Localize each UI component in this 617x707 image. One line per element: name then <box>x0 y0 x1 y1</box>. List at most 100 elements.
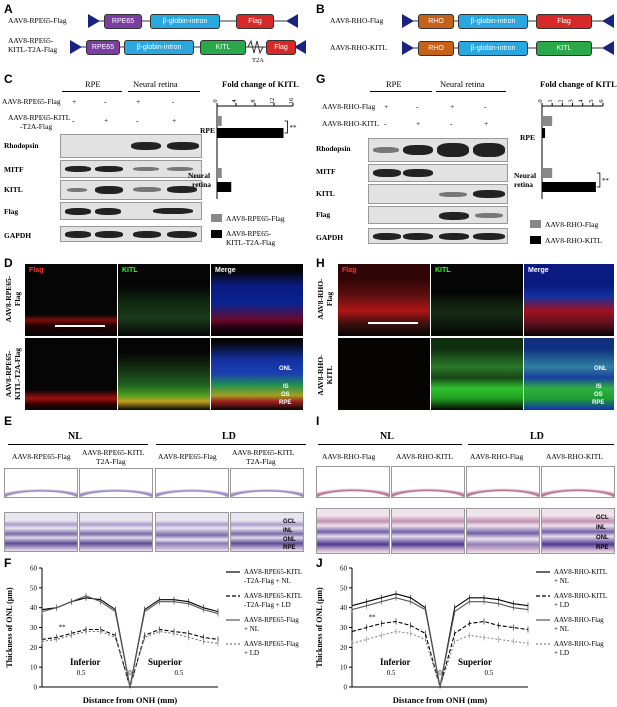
blot-c-header-rpe: RPE <box>85 79 101 89</box>
chart-f-legend-label: AAV8-RPE65-KITL <box>244 592 302 600</box>
chart-j-legend-label: AAV8-RHO-KITL <box>554 592 607 600</box>
fluor-d-row1-label-l1: AAV8-RPE65- <box>4 275 13 323</box>
chart-j-legend-label: + LD <box>554 649 569 657</box>
fluor-h-merge-r2: ONL IS OS RPE <box>524 338 614 410</box>
hist-i-nl: NL <box>380 431 394 442</box>
hist-i-c4: AAV8-RHO-KITL <box>546 452 603 461</box>
chart-f-ylabel: Thickness of ONL (μm) <box>5 587 14 668</box>
blot-c-r2m4: + <box>172 116 177 125</box>
blot-g-protein-kitl: KITL <box>316 189 335 198</box>
hist-i-c1: AAV8-RHO-Flag <box>322 452 376 461</box>
fluor-h-layer-rpe: RPE <box>592 400 605 406</box>
chart-g-sig-bracket <box>596 172 601 188</box>
blot-c-r1m1: + <box>72 97 77 106</box>
blot-g-protein-flag: Flag <box>316 210 331 219</box>
chart-g-tick-label: 2 <box>557 99 564 102</box>
legend-c-swatch1 <box>211 214 222 222</box>
blot-c-header-nr: Neural retina <box>133 79 178 89</box>
hist-i-ld: LD <box>530 431 544 442</box>
blot-g-r2m2: + <box>416 119 421 128</box>
chart-j-series-line <box>351 630 529 689</box>
fluor-d-flag-r2 <box>25 338 117 410</box>
chart-j-ytick-label: 50 <box>340 584 348 592</box>
blot-c-protein-flag: Flag <box>4 207 19 216</box>
fluor-h-flag-r2 <box>338 338 430 410</box>
fluor-d-kitl-r2 <box>118 338 210 410</box>
hist-i-c2: AAV8-RHO-KITL <box>396 452 453 461</box>
hist-e-overview-1 <box>4 468 78 498</box>
chart-j-legend-label: + LD <box>554 601 569 609</box>
fluor-d-merge-r1: Merge <box>211 264 303 336</box>
chart-c-tick-label: 4 <box>231 99 238 103</box>
legend-g-label2: AAV8-RHO-KITL <box>545 236 602 245</box>
chart-f-ytick-label: 0 <box>34 684 38 692</box>
chart-j-region-inferior: Inferior <box>380 657 411 667</box>
chart-c-sig-bracket <box>284 120 288 134</box>
fluor-d-row1-label-l2: Flag <box>13 291 22 307</box>
blot-g-r2m3: - <box>450 119 453 128</box>
blot-c-protein-rhodopsin: Rhodopsin <box>4 141 39 150</box>
chart-c-tick-label: 0 <box>212 99 219 102</box>
panel-label-c: C <box>4 72 13 86</box>
chart-j-ytick-label: 30 <box>340 624 348 632</box>
legend-g-label1: AAV8-RHO-Flag <box>545 220 599 229</box>
panel-label-h: H <box>316 256 325 270</box>
fluor-h-layer-os: OS <box>594 392 603 398</box>
hist-e-layer-inl: INL <box>283 528 293 534</box>
fluor-h-row2-label-l2: KITL <box>325 365 334 385</box>
fluor-d-layer-os: OS <box>281 392 290 398</box>
hist-e-detail-3 <box>155 512 229 552</box>
blot-g-kitl <box>368 184 508 204</box>
hist-e-nl: NL <box>68 431 82 442</box>
intron-box-b2: β-globin-intron <box>458 41 528 56</box>
hist-e-layer-rpe: RPE <box>283 545 296 551</box>
blot-c-cond2-l2: -T2A-Flag <box>20 122 53 131</box>
chart-f-ytick-label: 10 <box>30 664 38 672</box>
blot-c-protein-gapdh: GAPDH <box>4 231 32 240</box>
blot-c-r1m2: - <box>104 97 107 106</box>
flag-box-a1: Flag <box>236 14 274 29</box>
blot-g-r1m4: - <box>484 102 487 111</box>
hist-e-detail-2 <box>79 512 153 552</box>
chart-j-ylabel: Thickness of ONL (μm) <box>315 587 324 668</box>
fluor-h-flag-r1: Flag <box>338 264 430 336</box>
chart-f-onl-thickness: 0 10 20 30 40 50 60 0.5 0 0.5 Inferior Superior Dist… <box>5 565 302 706</box>
rpe65-box-a1: RPE65 <box>104 14 142 29</box>
chart-f-xtick-label: 0.5 <box>77 669 86 677</box>
fluor-d-col1-label: Flag <box>29 267 44 274</box>
fluor-d-row2-label: AAV8-RPE65- KITL-T2A-Flag <box>4 334 22 414</box>
rho-box-b2: RHO <box>418 41 454 56</box>
chart-f-xtick-label: 0.5 <box>175 669 184 677</box>
construct-a1-label: AAV8-RPE65-Flag <box>8 16 67 25</box>
blot-c-rhodopsin <box>60 134 202 158</box>
hist-i-overview-3 <box>466 466 540 498</box>
fluor-d-merge-r2: ONL IS OS RPE <box>211 338 303 410</box>
chart-g-bar <box>542 128 546 138</box>
blot-g-cond2: AAV8-RHO-KITL <box>322 119 379 128</box>
chart-c-bar <box>217 168 222 178</box>
blot-c-cond2-l1: AAV8-RPE65-KITL <box>8 113 71 122</box>
chart-f-ytick-label: 60 <box>30 565 38 573</box>
chart-j-sig-label: ** <box>369 614 377 622</box>
fluor-d-col3-label: Merge <box>215 267 236 274</box>
chart-c-fold-change: 0 4 8 12 16 ** <box>212 97 297 199</box>
panel-label-i: I <box>316 414 320 428</box>
chart-f-legend-label: + NL <box>244 625 259 633</box>
fluor-d-row2-label-l2: KITL-T2A-Flag <box>13 347 22 401</box>
fluor-h-col2-label: KITL <box>435 267 451 274</box>
chart-g-tick-label: 3 <box>568 99 575 102</box>
hist-i-layer-inl: INL <box>596 525 606 531</box>
blot-c-gapdh <box>60 226 202 242</box>
chart-g-bar <box>542 182 596 192</box>
fluor-h-merge-r1: Merge <box>524 264 614 336</box>
hist-e-c4-l1: AAV8-RPE65-KITL <box>232 448 295 457</box>
hist-e-c3: AAV8-RPE65-Flag <box>158 452 217 461</box>
blot-c-protein-mitf: MITF <box>4 165 24 174</box>
panel-label-g: G <box>316 72 326 86</box>
blot-g-protein-gapdh: GAPDH <box>316 233 344 242</box>
chart-g-sig-label: ** <box>602 177 610 185</box>
blot-g-r2m1: - <box>384 119 387 128</box>
fluor-d-layer-rpe: RPE <box>279 400 292 406</box>
fluor-h-layer-onl: ONL <box>594 366 607 372</box>
fluor-d-layer-is: IS <box>283 384 289 390</box>
